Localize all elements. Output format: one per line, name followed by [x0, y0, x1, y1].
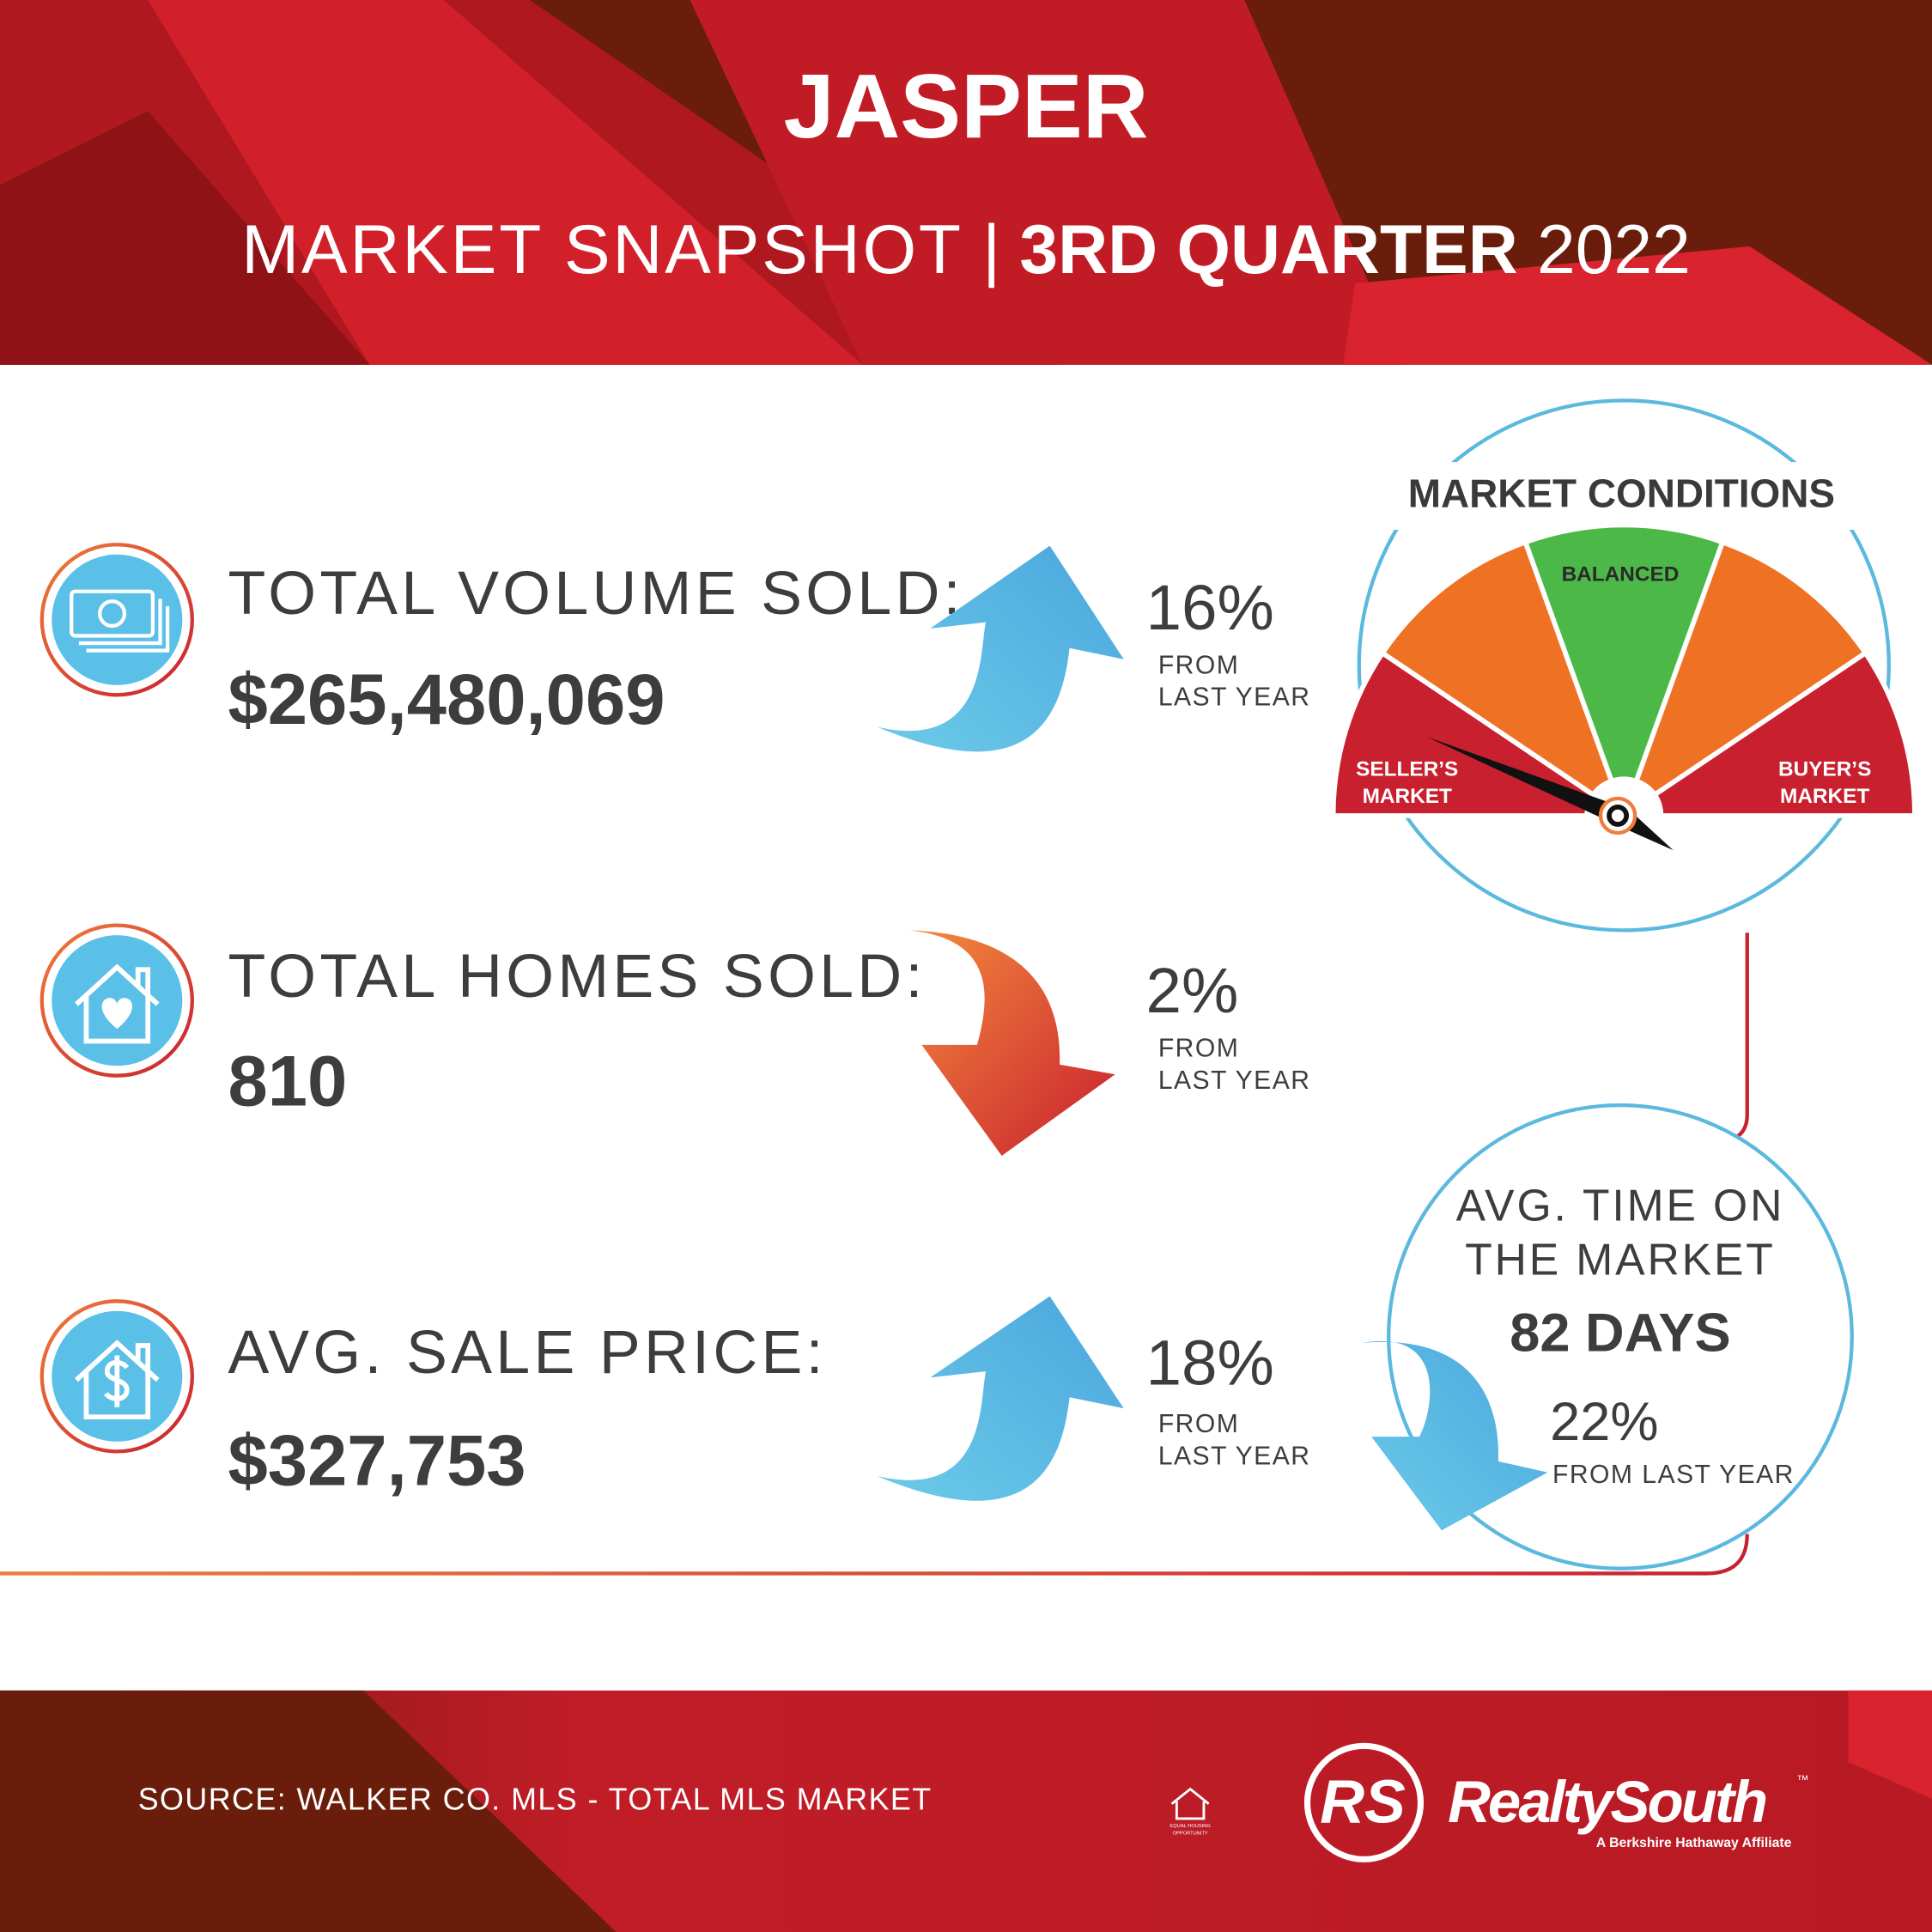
gauge-title: MARKET CONDITIONS: [1408, 471, 1835, 515]
change-note: FROM: [1158, 1035, 1239, 1063]
bill-stack: [78, 598, 170, 653]
footer: SOURCE: WALKER CO. MLS - TOTAL MLS MARKE…: [0, 1690, 1932, 1932]
balanced-segment: [1522, 522, 1726, 785]
up-arrow: [877, 1296, 1124, 1501]
icon-bg: [52, 935, 183, 1066]
subtitle: MARKET SNAPSHOT | 3RD QUARTER 2022: [241, 211, 1691, 289]
time-value: 82 DAYS: [1510, 1303, 1730, 1364]
header-shape: [690, 0, 1405, 365]
stat-label: TOTAL HOMES SOLD:: [228, 942, 926, 1011]
source: SOURCE: WALKER CO. MLS - TOTAL MLS MARKE…: [138, 1782, 933, 1816]
stat-row: AVG. SALE PRICE: $327,753 18% FROM LAST …: [39, 1296, 1311, 1501]
stat-value: $265,480,069: [228, 659, 665, 739]
subtitle-separator: |: [982, 211, 1000, 289]
stat-row: TOTAL VOLUME SOLD: $265,480,069 16% FROM…: [39, 543, 1311, 752]
down-arrow: [908, 930, 1115, 1156]
change-note: LAST YEAR: [1158, 1066, 1311, 1095]
change: 18%: [1146, 1326, 1274, 1398]
trademark: ™: [1796, 1773, 1808, 1787]
dollar-icon: [104, 1355, 130, 1407]
subtitle-lead: MARKET SNAPSHOT: [241, 211, 963, 289]
change: 2%: [1146, 954, 1239, 1026]
logo-mark: RS: [1320, 1768, 1406, 1837]
tagline: A Berkshire Hathaway Affiliate: [1596, 1836, 1792, 1850]
stat-label: AVG. SALE PRICE:: [228, 1318, 826, 1387]
segment: [1632, 538, 1869, 799]
house-icon: [75, 963, 160, 1044]
change-note: LAST YEAR: [1158, 683, 1311, 712]
change-note: FROM: [1158, 651, 1239, 679]
buyers-segment: [1651, 649, 1917, 818]
buyers-label: BUYER’S: [1778, 757, 1871, 781]
brand: RealtySouth: [1448, 1769, 1766, 1835]
header-shape: [0, 111, 370, 365]
time-label: AVG. TIME ON: [1456, 1180, 1785, 1230]
balanced-label: BALANCED: [1562, 563, 1680, 586]
needle-hub: [1607, 805, 1630, 827]
money-icon: [70, 589, 170, 653]
sellers-label: SELLER’S: [1356, 757, 1458, 781]
subtitle-year: 2022: [1537, 211, 1691, 289]
header: JASPER MARKET SNAPSHOT | 3RD QUARTER 202…: [0, 0, 1932, 365]
time-label: THE MARKET: [1465, 1234, 1776, 1284]
market-gauge: MARKET CONDITIONS BALANCED SELLER’S MARK…: [1330, 398, 1917, 933]
time-ring: [1387, 1103, 1854, 1571]
connector: [1730, 933, 1749, 1142]
change-note: LAST YEAR: [1158, 1442, 1311, 1470]
time-change: 22%: [1550, 1392, 1658, 1452]
sellers-label: MARKET: [1363, 785, 1452, 808]
stat-value: 810: [228, 1042, 347, 1121]
house-icon: [75, 1340, 160, 1420]
coin: [98, 599, 127, 629]
buyers-label: MARKET: [1780, 785, 1869, 808]
change: 16%: [1146, 571, 1274, 643]
logo-ring: [1303, 1742, 1425, 1862]
up-arrow: [877, 545, 1124, 752]
header-shape: [148, 0, 863, 365]
title: JASPER: [784, 55, 1149, 157]
change-note: FROM: [1158, 1410, 1239, 1438]
down-arrow: [1361, 1340, 1548, 1531]
time-change-note: FROM LAST YEAR: [1552, 1461, 1795, 1489]
footer-shape: [1355, 1690, 1932, 1800]
stat-value: $327,753: [228, 1421, 526, 1501]
equal-housing-icon: [1170, 1787, 1210, 1820]
subtitle-quarter: 3RD QUARTER: [1019, 211, 1517, 289]
equal-housing: EQUAL HOUSING: [1170, 1824, 1211, 1829]
stat-label: TOTAL VOLUME SOLD:: [228, 559, 963, 628]
title-bg: [1392, 462, 1855, 531]
equal-housing: OPPORTUNITY: [1173, 1832, 1208, 1837]
time-on-market: AVG. TIME ON THE MARKET 82 DAYS 22% FROM…: [1361, 1103, 1854, 1571]
header-shape: [1343, 246, 1932, 365]
footer-shape: [0, 1690, 617, 1932]
bill: [70, 589, 155, 638]
row-divider: [0, 1534, 1749, 1576]
heart-icon: [101, 998, 133, 1030]
stat-row: TOTAL HOMES SOLD: 810 2% FROM LAST YEAR: [39, 923, 1311, 1156]
segment: [1379, 538, 1615, 799]
